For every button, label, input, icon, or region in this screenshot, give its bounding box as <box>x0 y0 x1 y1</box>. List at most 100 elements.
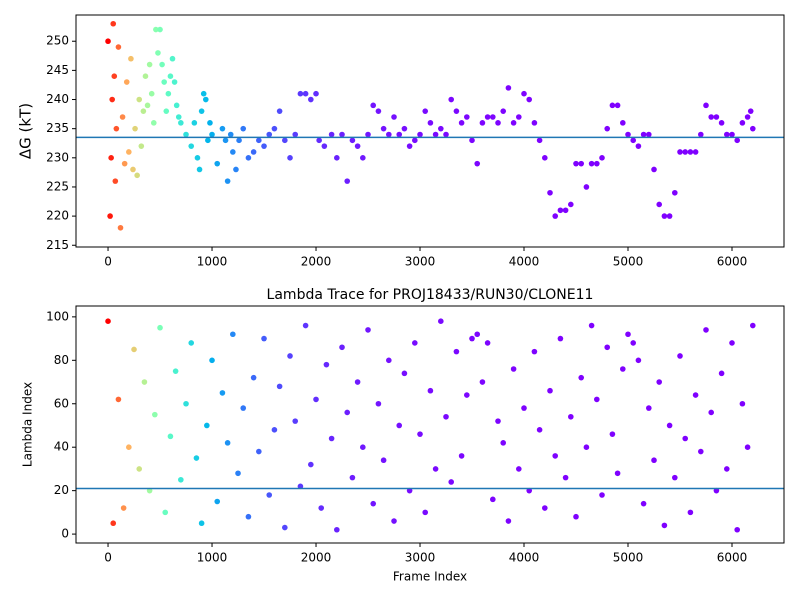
point <box>666 213 673 219</box>
point <box>490 114 496 120</box>
point <box>651 457 657 464</box>
point <box>230 149 236 155</box>
y-tick-label: 60 <box>54 396 69 410</box>
point <box>136 96 143 103</box>
point <box>370 500 377 507</box>
point <box>375 108 382 114</box>
point <box>406 143 413 149</box>
point <box>222 137 229 144</box>
point <box>321 143 328 149</box>
point <box>417 431 423 437</box>
point <box>464 392 470 398</box>
x-axis-label: Frame Index <box>393 570 467 584</box>
point <box>178 476 184 483</box>
point <box>194 155 201 161</box>
point <box>401 125 408 132</box>
x-tick-label: 2000 <box>301 255 332 269</box>
point <box>594 160 600 167</box>
point <box>313 396 319 403</box>
point <box>178 120 184 126</box>
point <box>677 149 683 155</box>
point <box>344 409 351 416</box>
point <box>531 120 538 126</box>
point <box>339 131 345 138</box>
point <box>417 131 423 138</box>
point <box>205 137 211 144</box>
point <box>692 392 699 398</box>
point <box>531 348 538 355</box>
point <box>282 137 288 144</box>
point <box>214 160 221 167</box>
point <box>219 125 226 132</box>
point <box>432 131 439 138</box>
point <box>640 131 647 138</box>
point <box>672 474 678 481</box>
point <box>391 114 397 120</box>
point <box>316 137 322 144</box>
point <box>219 390 226 396</box>
point <box>360 444 366 451</box>
point <box>604 344 611 351</box>
point <box>236 137 242 144</box>
point <box>687 509 694 516</box>
point <box>107 213 113 219</box>
point <box>552 453 559 459</box>
point <box>599 155 605 161</box>
x-tick-label: 4000 <box>509 255 540 269</box>
point <box>692 149 699 155</box>
point <box>739 400 746 407</box>
point <box>698 131 704 138</box>
point <box>713 114 720 120</box>
point <box>713 487 720 494</box>
point <box>230 331 236 338</box>
point <box>159 61 165 68</box>
point <box>484 114 491 120</box>
point <box>344 178 351 184</box>
point <box>635 357 642 364</box>
point <box>171 79 178 85</box>
point <box>121 160 128 167</box>
point <box>604 125 611 132</box>
point <box>453 108 460 114</box>
point <box>375 400 382 407</box>
point <box>250 374 257 381</box>
point <box>505 85 512 91</box>
point <box>620 120 626 126</box>
point <box>729 131 735 138</box>
point <box>661 522 668 529</box>
y-tick-label: 250 <box>46 34 69 48</box>
point <box>110 520 117 527</box>
point <box>516 114 522 120</box>
point <box>568 413 574 420</box>
point <box>202 96 209 103</box>
point <box>495 120 501 126</box>
point <box>370 102 377 109</box>
point <box>173 102 180 109</box>
point <box>105 38 111 45</box>
point <box>536 137 543 144</box>
point <box>386 131 392 138</box>
point <box>245 513 252 520</box>
point <box>630 340 637 346</box>
point <box>227 131 234 138</box>
point <box>167 73 174 80</box>
point <box>157 324 163 331</box>
point <box>256 137 262 144</box>
point <box>256 448 262 455</box>
point <box>339 344 345 351</box>
point <box>349 474 356 481</box>
point <box>687 149 694 155</box>
axes-frame <box>75 305 785 544</box>
point <box>557 207 564 214</box>
point <box>432 466 439 472</box>
y-axis-label: Lambda Index <box>21 382 35 467</box>
point <box>126 149 132 155</box>
point <box>521 405 527 411</box>
point <box>401 370 408 377</box>
point <box>578 374 585 381</box>
point <box>308 96 314 103</box>
y-tick-label: 80 <box>54 353 69 367</box>
point <box>588 160 595 167</box>
point <box>744 114 751 120</box>
point <box>138 143 145 149</box>
